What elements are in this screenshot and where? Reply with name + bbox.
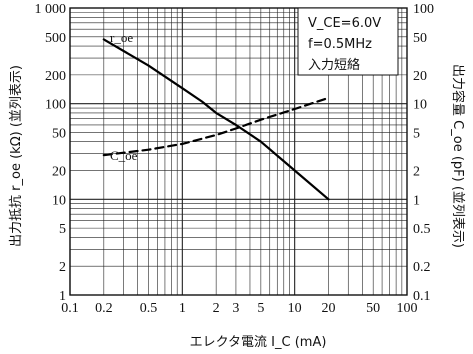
- y-left-tick-label: 5: [59, 222, 66, 237]
- series-line-roe: [102, 38, 330, 201]
- series: [102, 38, 330, 201]
- x-axis-label: エレクタ電流 I_C (mA): [190, 335, 327, 350]
- series-line-coe: [102, 96, 330, 157]
- y-right-tick-label: 1: [413, 193, 420, 208]
- y-left-tick-label: 10: [52, 193, 66, 208]
- annotation-condition: 入力短絡: [308, 57, 360, 73]
- y-left-tick-label: 500: [45, 31, 66, 46]
- y-right-tick-label: 0.1: [413, 289, 431, 304]
- y-left-tick-label: 200: [45, 69, 66, 84]
- x-tick-label: 1: [179, 301, 186, 316]
- y-right-tick-label: 50: [413, 31, 427, 46]
- y-right-tick-label: 2: [413, 165, 420, 180]
- y-right-tick-label: 10: [413, 98, 427, 113]
- series-label-coe: C_oe: [110, 148, 138, 163]
- y-right-tick-label: 0.5: [413, 222, 431, 237]
- series-label-roe: r_oe: [110, 30, 133, 45]
- x-tick-label: 0.2: [95, 301, 113, 316]
- y-right-tick-label: 100: [413, 2, 434, 17]
- x-tick-label: 0.5: [140, 301, 158, 316]
- y-left-tick-label: 1: [59, 289, 66, 304]
- y-left-tick-label: 1 000: [35, 2, 67, 17]
- y-right-tick-label: 20: [413, 69, 427, 84]
- annotation-box: V_CE=6.0V f=0.5MHz 入力短絡: [297, 7, 399, 76]
- x-tick-label: 100: [397, 301, 418, 316]
- x-tick-label: 0.1: [61, 301, 79, 316]
- y-right-tick-label: 0.2: [413, 260, 431, 275]
- x-tick-label: 10: [288, 301, 302, 316]
- y-axis-left-label: 出力抵抗 r_oe (kΩ) (並列表示): [9, 65, 24, 247]
- x-tick-label: 3: [232, 301, 239, 316]
- y-axis-right-label: 出力容量 C_oe (pF) (並列表示): [450, 64, 466, 248]
- x-tick-label: 2: [213, 301, 220, 316]
- y-left-tick-label: 2: [59, 260, 66, 275]
- annotation-vce: V_CE=6.0V: [308, 16, 381, 31]
- x-tick-label: 5: [257, 301, 264, 316]
- y-left-tick-label: 20: [52, 165, 66, 180]
- y-left-tick-label: 50: [52, 126, 66, 141]
- x-tick-label: 50: [366, 301, 380, 316]
- annotation-freq: f=0.5MHz: [308, 37, 372, 52]
- y-right-tick-label: 5: [413, 126, 420, 141]
- y-left-tick-label: 100: [45, 98, 66, 113]
- plot-frame: [69, 7, 408, 296]
- x-tick-label: 20: [321, 301, 335, 316]
